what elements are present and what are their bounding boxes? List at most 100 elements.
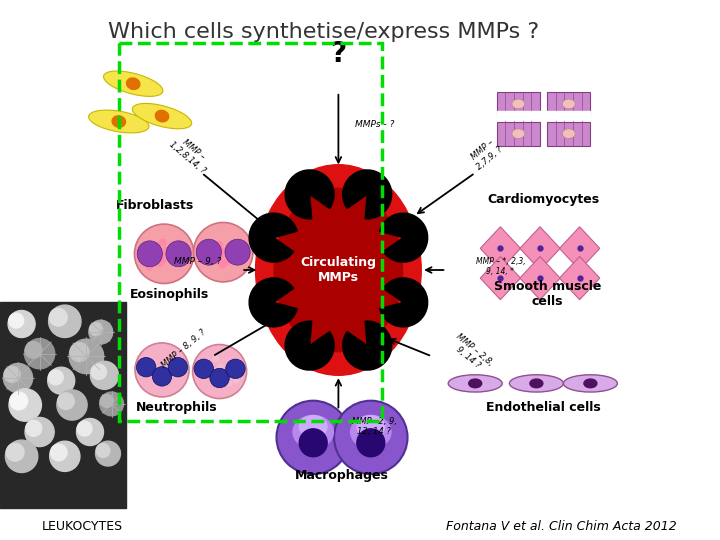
Circle shape [238, 246, 244, 252]
Text: Circulating
MMPs: Circulating MMPs [300, 256, 377, 284]
Circle shape [210, 368, 229, 388]
Bar [119, 43, 382, 421]
Circle shape [96, 441, 120, 466]
Circle shape [135, 343, 189, 397]
Ellipse shape [512, 99, 525, 109]
Circle shape [193, 345, 246, 399]
Circle shape [163, 361, 168, 367]
Circle shape [58, 393, 74, 409]
Ellipse shape [584, 379, 597, 388]
Circle shape [70, 342, 89, 362]
Ellipse shape [104, 71, 163, 96]
Circle shape [233, 369, 238, 375]
Circle shape [163, 254, 169, 260]
Circle shape [159, 239, 166, 246]
Circle shape [156, 366, 161, 372]
Circle shape [91, 364, 107, 380]
Circle shape [217, 247, 223, 253]
Circle shape [90, 361, 118, 389]
Circle shape [9, 389, 42, 421]
Ellipse shape [132, 104, 192, 129]
Text: MMP – 2,8,
9, 14 ?: MMP – 2,8, 9, 14 ? [448, 332, 495, 376]
Circle shape [300, 429, 327, 457]
Circle shape [240, 253, 246, 259]
Ellipse shape [351, 415, 391, 449]
Bar [497, 122, 540, 146]
Circle shape [24, 339, 55, 369]
Circle shape [50, 444, 67, 461]
Circle shape [217, 365, 222, 370]
Ellipse shape [256, 165, 421, 375]
Wedge shape [379, 213, 428, 262]
Circle shape [89, 320, 113, 344]
Circle shape [48, 367, 75, 394]
Circle shape [219, 251, 225, 257]
Polygon shape [520, 227, 560, 270]
Ellipse shape [530, 379, 543, 388]
Polygon shape [520, 256, 560, 300]
Circle shape [215, 379, 220, 384]
Circle shape [276, 401, 350, 474]
Circle shape [96, 444, 110, 457]
Ellipse shape [156, 110, 168, 122]
Text: MMP – *, 2,3,
9, 14, *: MMP – *, 2,3, 9, 14, * [476, 256, 525, 276]
Ellipse shape [510, 375, 563, 392]
Polygon shape [559, 256, 600, 300]
Circle shape [25, 417, 54, 447]
Ellipse shape [225, 239, 251, 265]
Ellipse shape [127, 78, 140, 90]
Circle shape [26, 420, 42, 436]
Text: Smooth muscle
cells: Smooth muscle cells [493, 280, 601, 308]
Circle shape [239, 256, 246, 262]
Circle shape [152, 367, 172, 386]
Circle shape [4, 363, 32, 393]
Wedge shape [249, 278, 297, 327]
Circle shape [163, 369, 168, 375]
Circle shape [213, 355, 219, 361]
Circle shape [233, 377, 239, 383]
Circle shape [226, 359, 245, 379]
Wedge shape [249, 213, 297, 262]
Circle shape [50, 441, 80, 471]
Circle shape [157, 260, 163, 266]
Circle shape [217, 367, 222, 373]
Text: Endothelial cells: Endothelial cells [486, 401, 601, 414]
Wedge shape [285, 321, 334, 370]
Bar [547, 122, 590, 146]
Wedge shape [379, 278, 428, 327]
Bar [497, 111, 590, 119]
Circle shape [10, 392, 27, 410]
Circle shape [165, 369, 171, 374]
Ellipse shape [469, 379, 482, 388]
Polygon shape [480, 256, 521, 300]
Ellipse shape [196, 239, 222, 265]
Circle shape [158, 249, 165, 255]
Circle shape [163, 253, 169, 260]
Text: LEUKOCYTES: LEUKOCYTES [42, 520, 123, 533]
Ellipse shape [563, 375, 618, 392]
Circle shape [135, 224, 194, 284]
Bar [0, 302, 126, 508]
Circle shape [48, 305, 81, 338]
Circle shape [168, 357, 187, 377]
Circle shape [194, 222, 253, 282]
Ellipse shape [293, 415, 333, 449]
Text: Fibroblasts: Fibroblasts [116, 199, 194, 212]
Circle shape [137, 357, 156, 377]
Circle shape [50, 308, 67, 326]
Ellipse shape [562, 99, 575, 109]
Text: Macrophages: Macrophages [295, 469, 389, 482]
Circle shape [99, 392, 124, 416]
Circle shape [179, 256, 186, 263]
Polygon shape [559, 227, 600, 270]
Bar [547, 92, 590, 116]
Text: Eosinophils: Eosinophils [130, 288, 209, 301]
Bar [497, 92, 540, 116]
Circle shape [334, 401, 408, 474]
Circle shape [77, 421, 92, 436]
Text: MMP –
2,7,9, ?: MMP – 2,7,9, ? [468, 137, 504, 171]
Circle shape [48, 370, 63, 384]
Circle shape [146, 264, 153, 270]
Circle shape [174, 364, 179, 370]
Text: MMPs - ?: MMPs - ? [355, 120, 394, 129]
